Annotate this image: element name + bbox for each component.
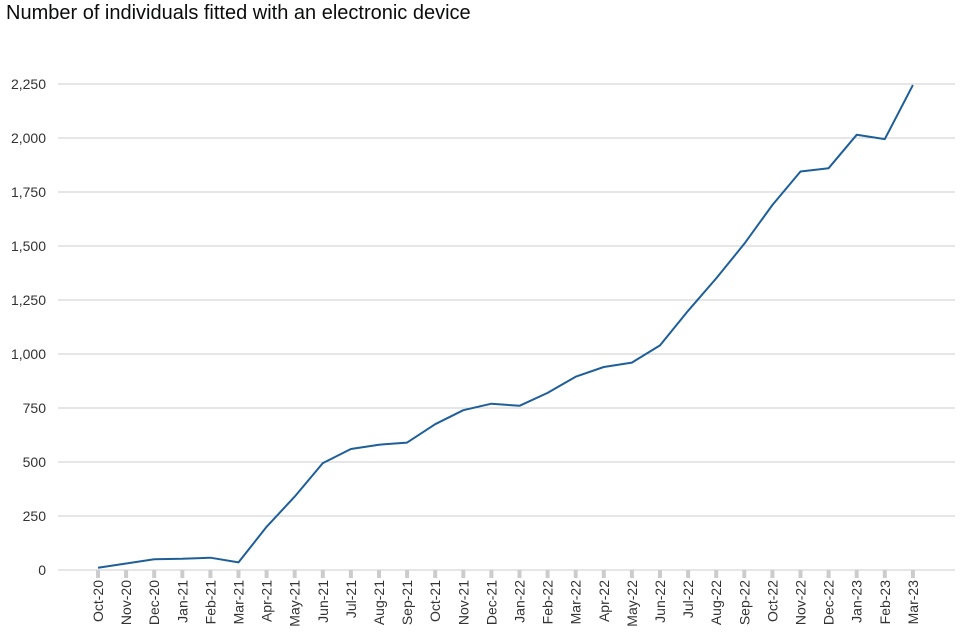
x-tick-label: Jul-21 bbox=[343, 580, 359, 618]
y-tick-label: 0 bbox=[38, 562, 46, 578]
x-tick-label: Mar-22 bbox=[568, 580, 584, 625]
x-tick-label: Oct-22 bbox=[764, 580, 780, 622]
x-tick-label: Sep-21 bbox=[399, 580, 415, 625]
gridlines bbox=[58, 83, 955, 571]
x-tick-label: Jan-23 bbox=[849, 580, 865, 623]
x-tick-label: Dec-22 bbox=[821, 580, 837, 625]
x-tick-label: Jan-22 bbox=[512, 580, 528, 623]
x-tick-label: Oct-21 bbox=[427, 580, 443, 622]
x-tick-label: Feb-22 bbox=[540, 580, 556, 625]
x-tick-label: Mar-23 bbox=[905, 580, 921, 625]
x-tick-label: Feb-21 bbox=[202, 580, 218, 625]
x-tick-label: Feb-23 bbox=[877, 580, 893, 625]
series-layer bbox=[97, 84, 914, 569]
x-tick-label: Sep-22 bbox=[736, 580, 752, 625]
x-tick-label: May-21 bbox=[287, 580, 303, 627]
x-tick-label: Apr-21 bbox=[259, 580, 275, 622]
x-tick-label: Aug-21 bbox=[371, 580, 387, 625]
x-tick-label: Nov-21 bbox=[455, 580, 471, 625]
x-tick-label: Nov-22 bbox=[793, 580, 809, 625]
x-tick-label: Jun-22 bbox=[652, 580, 668, 623]
y-tick-label: 1,500 bbox=[11, 238, 46, 254]
y-tick-label: 500 bbox=[23, 454, 47, 470]
x-tick-label: Mar-21 bbox=[231, 580, 247, 625]
x-tick-label: Nov-20 bbox=[118, 580, 134, 625]
x-tick-label: Aug-22 bbox=[708, 580, 724, 625]
y-tick-label: 250 bbox=[23, 508, 47, 524]
x-tick-label: Apr-22 bbox=[596, 580, 612, 622]
y-tick-label: 2,250 bbox=[11, 76, 46, 92]
y-tick-label: 1,250 bbox=[11, 292, 46, 308]
y-tick-label: 750 bbox=[23, 400, 47, 416]
x-axis: Oct-20 Nov-20 Dec-20 Jan-21 Feb-21 Mar-21 Apr-… bbox=[90, 570, 921, 627]
y-tick-label: 1,750 bbox=[11, 184, 46, 200]
x-tick-label: May-22 bbox=[624, 580, 640, 627]
x-tick-label: Jul-22 bbox=[680, 580, 696, 618]
chart-title: Number of individuals fitted with an ele… bbox=[6, 2, 471, 24]
x-tick-label: Dec-20 bbox=[146, 580, 162, 625]
series-line bbox=[97, 84, 914, 569]
y-tick-label: 2,000 bbox=[11, 130, 46, 146]
x-tick-label: Dec-21 bbox=[483, 580, 499, 625]
y-tick-label: 1,000 bbox=[11, 346, 46, 362]
x-tick-label: Oct-20 bbox=[90, 580, 106, 622]
x-tick-label: Jan-21 bbox=[174, 580, 190, 623]
x-tick-label: Jun-21 bbox=[315, 580, 331, 623]
y-axis: 0 250 500 750 1,000 1,250 1,500 1,750 2,000 2,250 bbox=[11, 76, 46, 578]
